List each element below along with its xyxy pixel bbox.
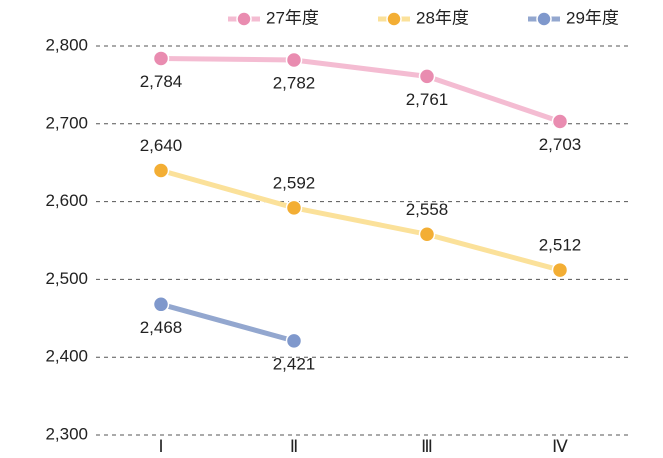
data-label: 2,421: [273, 354, 316, 373]
y-tick-label: 2,500: [45, 269, 88, 288]
data-label: 2,784: [140, 72, 183, 91]
data-label: 2,558: [406, 200, 449, 219]
legend-label: 29年度: [566, 8, 619, 27]
point: [418, 226, 436, 243]
point: [285, 332, 303, 350]
y-tick-label: 2,700: [45, 113, 88, 132]
data-label: 2,592: [273, 173, 316, 192]
y-tick-label: 2,300: [45, 424, 88, 443]
point: [285, 199, 303, 217]
data-label: 2,761: [406, 90, 449, 109]
x-tick-label: Ⅱ: [290, 437, 298, 456]
point: [418, 68, 436, 85]
y-tick-label: 2,400: [45, 347, 88, 366]
data-label: 2,468: [140, 318, 183, 337]
x-tick-label: Ⅳ: [552, 437, 568, 456]
point: [152, 50, 170, 67]
x-tick-label: Ⅲ: [421, 437, 433, 456]
y-tick-label: 2,600: [45, 191, 88, 210]
point: [551, 261, 569, 279]
series-line: [160, 55, 561, 124]
y-tick-label: 2,800: [45, 35, 88, 54]
legend-label: 28年度: [416, 8, 469, 27]
point: [285, 51, 303, 69]
point: [152, 162, 170, 179]
point: [152, 296, 170, 313]
point: [551, 113, 569, 130]
data-label: 2,703: [539, 135, 582, 154]
data-label: 2,640: [140, 136, 183, 155]
legend-marker: [236, 11, 252, 27]
series-line: [160, 168, 561, 273]
x-tick-label: Ⅰ: [158, 437, 163, 456]
legend-marker: [386, 11, 402, 27]
series-line: [160, 301, 295, 344]
data-label: 2,782: [273, 73, 316, 92]
legend-label: 27年度: [266, 8, 319, 27]
data-label: 2,512: [539, 236, 582, 255]
legend-marker: [536, 11, 552, 27]
